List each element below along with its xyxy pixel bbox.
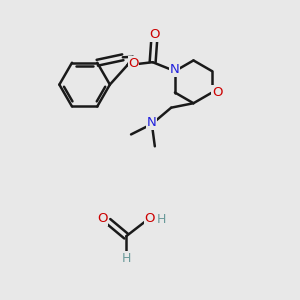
Text: O: O: [149, 28, 159, 41]
Text: O: O: [128, 57, 139, 70]
Text: H: H: [156, 213, 166, 226]
Text: H: H: [122, 252, 131, 265]
Text: N: N: [147, 116, 157, 129]
Text: O: O: [97, 212, 108, 225]
Text: O: O: [212, 86, 223, 99]
Text: N: N: [170, 63, 180, 76]
Text: O: O: [145, 212, 155, 225]
